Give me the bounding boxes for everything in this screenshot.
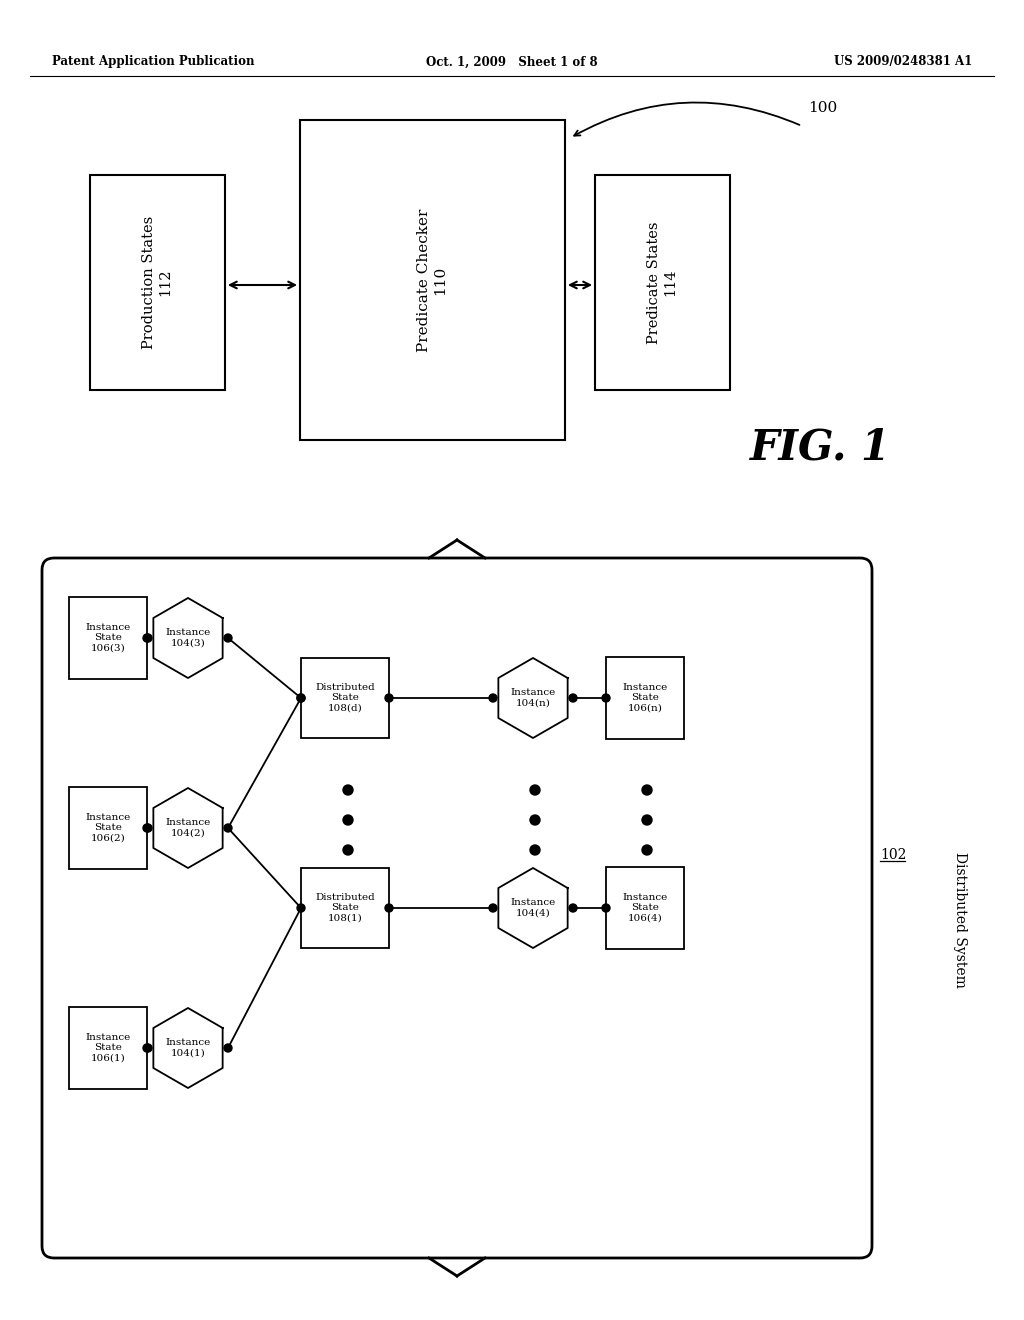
Bar <box>300 120 565 440</box>
Bar <box>606 867 684 949</box>
Circle shape <box>224 634 232 642</box>
Circle shape <box>143 634 151 642</box>
Text: Instance
104(3): Instance 104(3) <box>165 628 211 648</box>
Text: Production States
112: Production States 112 <box>142 216 173 348</box>
Text: 102: 102 <box>880 847 906 862</box>
Text: Patent Application Publication: Patent Application Publication <box>52 55 255 69</box>
Circle shape <box>602 904 610 912</box>
Text: Oct. 1, 2009   Sheet 1 of 8: Oct. 1, 2009 Sheet 1 of 8 <box>426 55 598 69</box>
Circle shape <box>343 845 353 855</box>
Text: Instance
State
106(3): Instance State 106(3) <box>85 623 131 653</box>
Circle shape <box>297 904 305 912</box>
Text: Instance
State
106(1): Instance State 106(1) <box>85 1034 131 1063</box>
Bar <box>69 787 147 869</box>
Circle shape <box>569 904 577 912</box>
Circle shape <box>224 1044 232 1052</box>
Circle shape <box>530 814 540 825</box>
Circle shape <box>144 824 152 832</box>
Circle shape <box>297 694 305 702</box>
Polygon shape <box>154 1008 222 1088</box>
Circle shape <box>144 1044 152 1052</box>
Circle shape <box>343 814 353 825</box>
Bar <box>301 657 389 738</box>
Text: Distributed
State
108(d): Distributed State 108(d) <box>315 684 375 713</box>
Text: US 2009/0248381 A1: US 2009/0248381 A1 <box>834 55 972 69</box>
Circle shape <box>385 694 393 702</box>
Text: Instance
State
106(2): Instance State 106(2) <box>85 813 131 843</box>
Bar <box>606 657 684 739</box>
Circle shape <box>144 634 152 642</box>
Circle shape <box>385 904 393 912</box>
Polygon shape <box>499 657 567 738</box>
Circle shape <box>489 904 497 912</box>
Text: Instance
104(1): Instance 104(1) <box>165 1039 211 1057</box>
Circle shape <box>602 694 610 702</box>
Circle shape <box>569 694 577 702</box>
Text: FIG. 1: FIG. 1 <box>750 426 891 469</box>
Polygon shape <box>499 869 567 948</box>
Text: Distributed
State
108(1): Distributed State 108(1) <box>315 894 375 923</box>
Bar <box>90 176 225 389</box>
Text: Distributed System: Distributed System <box>953 853 967 987</box>
Text: 100: 100 <box>808 102 838 115</box>
Circle shape <box>343 785 353 795</box>
Text: Instance
104(2): Instance 104(2) <box>165 818 211 838</box>
Circle shape <box>642 845 652 855</box>
Text: Predicate States
114: Predicate States 114 <box>647 222 678 343</box>
Text: Predicate Checker
110: Predicate Checker 110 <box>418 209 447 351</box>
Circle shape <box>143 824 151 832</box>
Bar <box>69 597 147 678</box>
Text: Instance
State
106(4): Instance State 106(4) <box>623 894 668 923</box>
Circle shape <box>224 824 232 832</box>
Text: Instance
104(4): Instance 104(4) <box>510 899 556 917</box>
Bar <box>301 869 389 948</box>
Circle shape <box>642 814 652 825</box>
Circle shape <box>489 694 497 702</box>
Polygon shape <box>154 598 222 678</box>
Bar <box>595 176 730 389</box>
Circle shape <box>530 845 540 855</box>
Bar <box>69 1007 147 1089</box>
Circle shape <box>530 785 540 795</box>
Circle shape <box>143 1044 151 1052</box>
Polygon shape <box>154 788 222 869</box>
Circle shape <box>297 694 305 702</box>
Text: Instance
State
106(n): Instance State 106(n) <box>623 684 668 713</box>
Text: Instance
104(n): Instance 104(n) <box>510 688 556 708</box>
Circle shape <box>642 785 652 795</box>
